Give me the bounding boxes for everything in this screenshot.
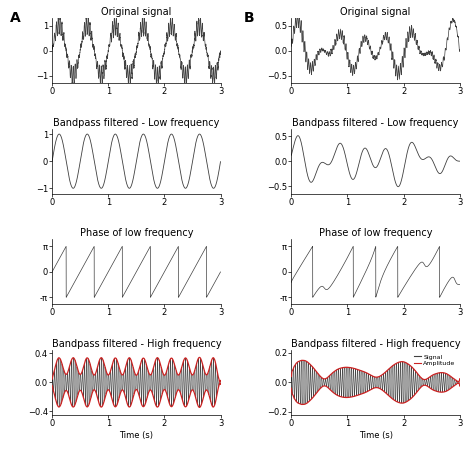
Title: Bandpass filtered - High frequency: Bandpass filtered - High frequency [291,339,460,349]
Legend: Signal, Amplitude: Signal, Amplitude [412,353,456,368]
Title: Bandpass filtered - Low frequency: Bandpass filtered - Low frequency [292,118,459,128]
X-axis label: Time (s): Time (s) [119,431,154,440]
Title: Original signal: Original signal [101,7,172,17]
Title: Phase of low frequency: Phase of low frequency [80,229,193,239]
Title: Original signal: Original signal [340,7,411,17]
Text: B: B [244,11,255,25]
X-axis label: Time (s): Time (s) [358,431,392,440]
Text: A: A [9,11,20,25]
Title: Bandpass filtered - High frequency: Bandpass filtered - High frequency [52,339,221,349]
Title: Bandpass filtered - Low frequency: Bandpass filtered - Low frequency [53,118,219,128]
Title: Phase of low frequency: Phase of low frequency [319,229,432,239]
